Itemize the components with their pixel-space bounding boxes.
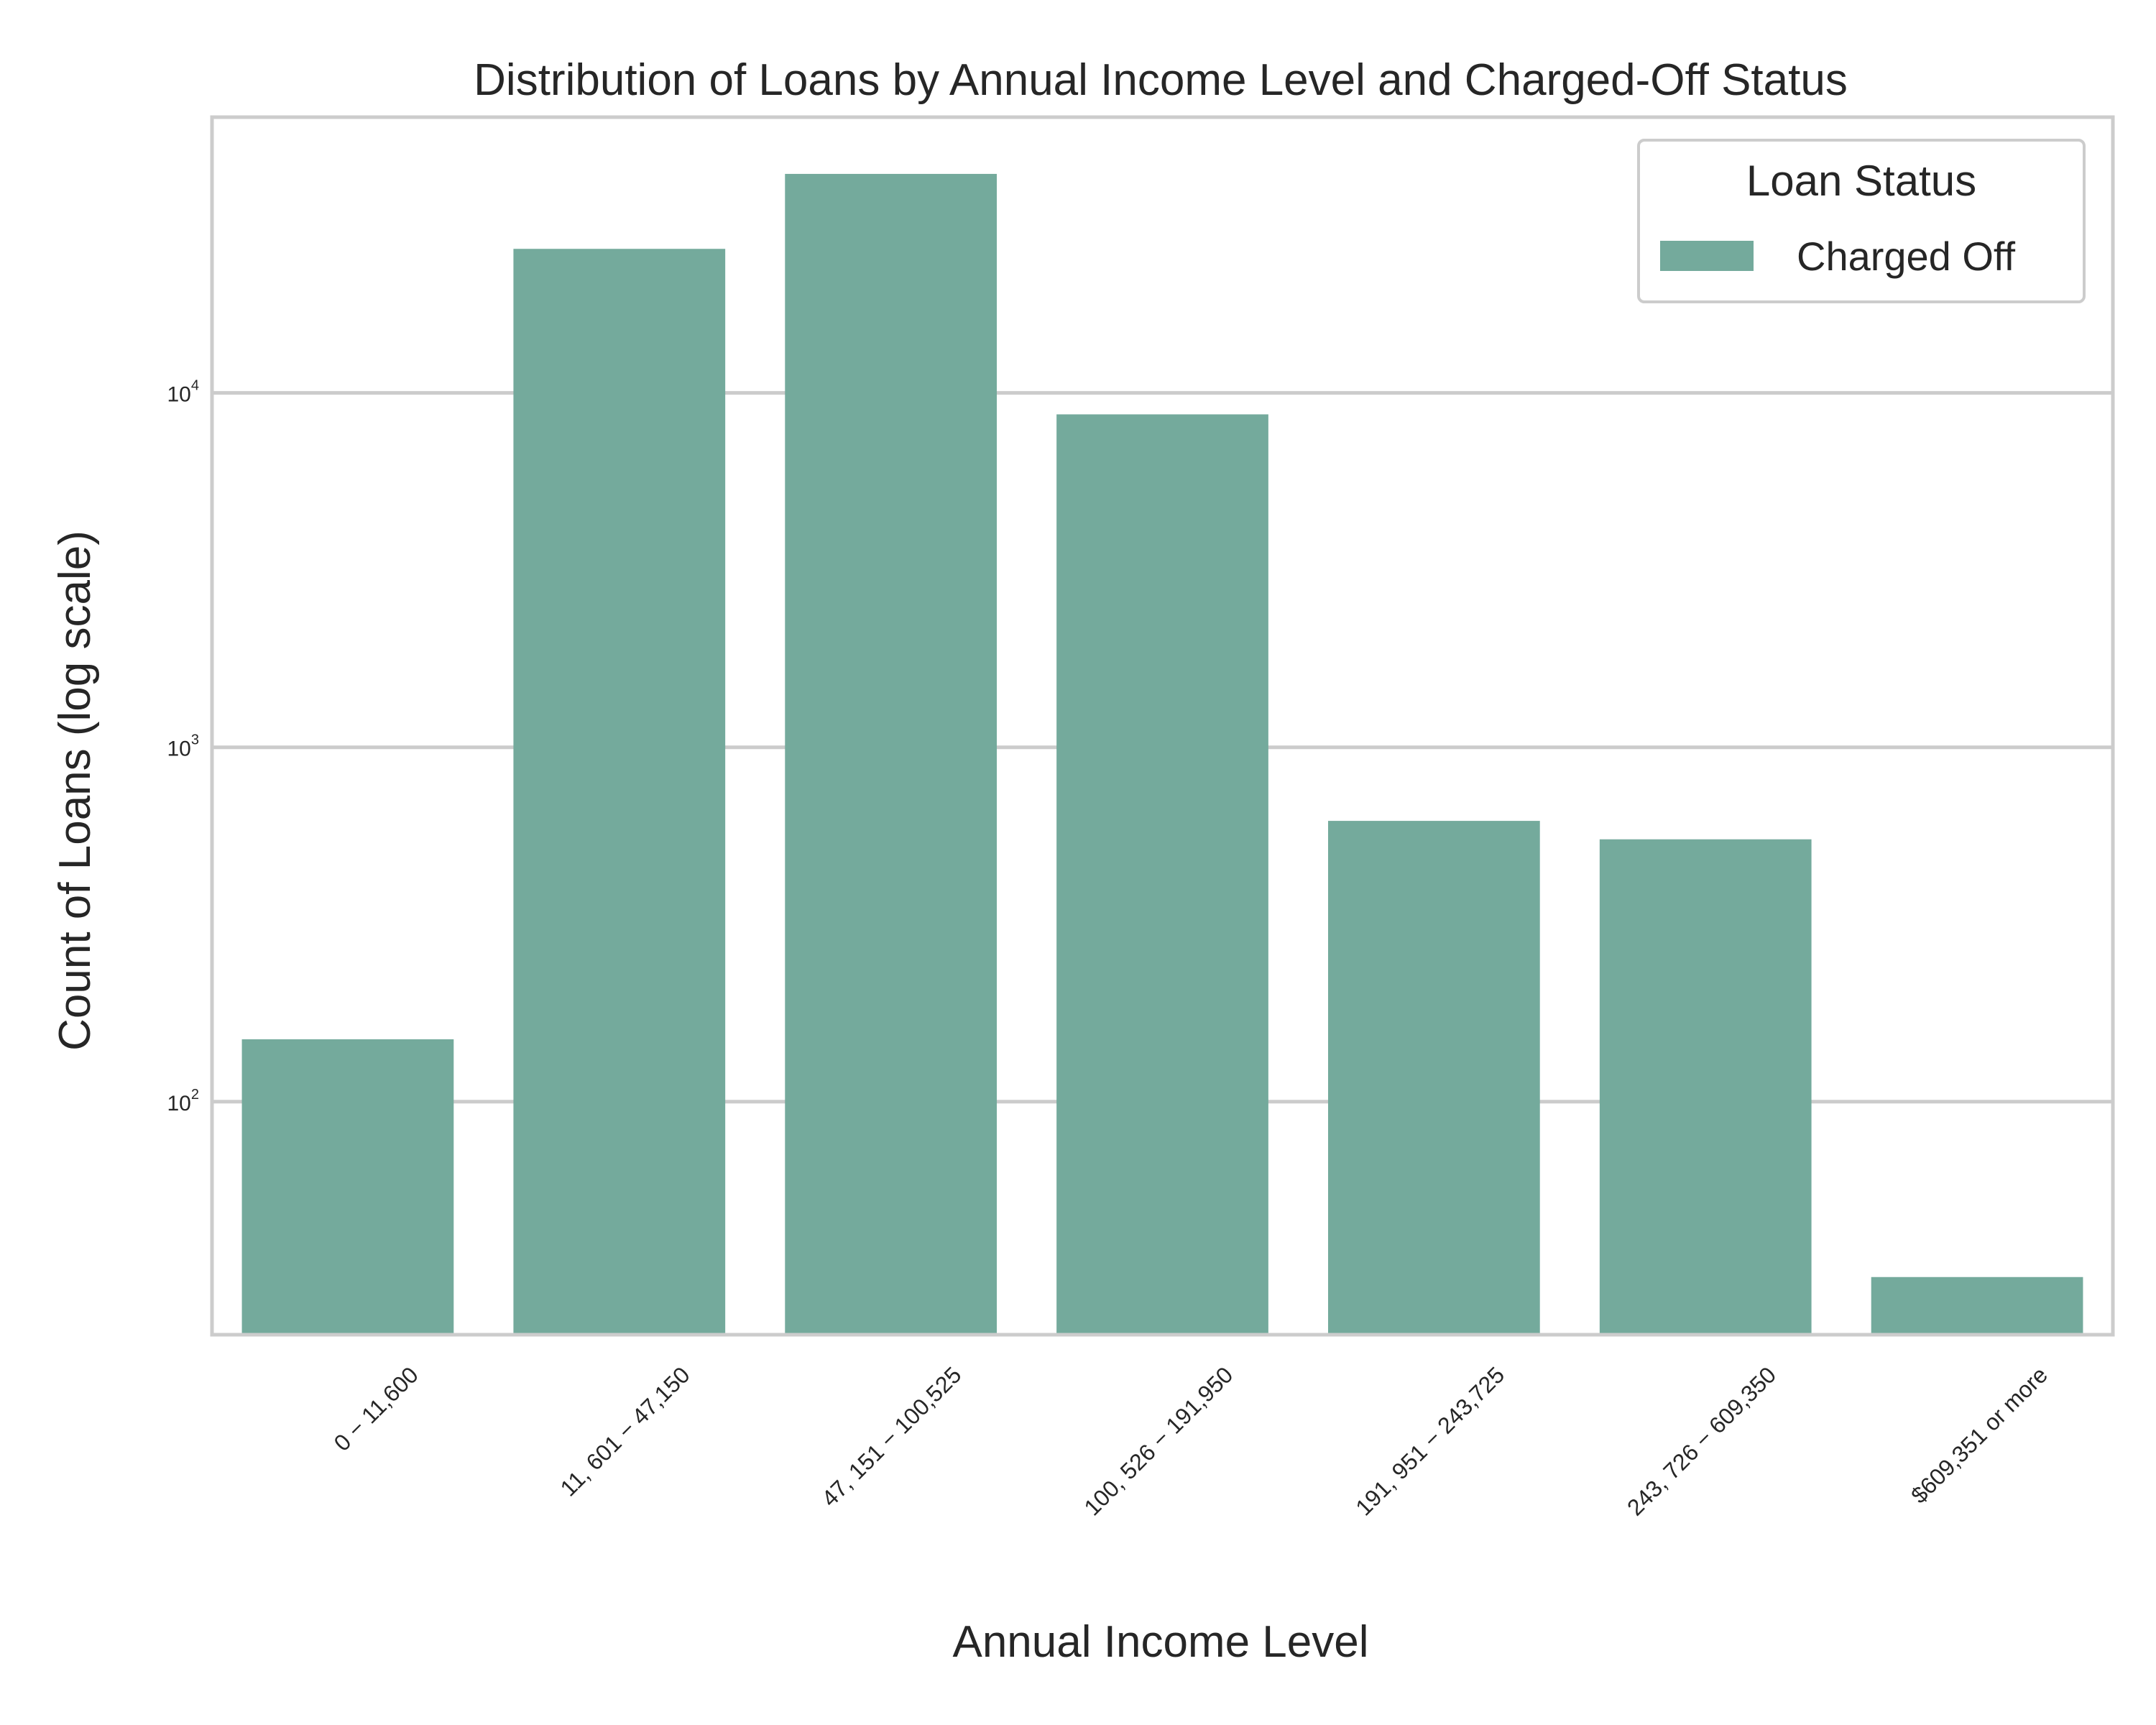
bar bbox=[1599, 839, 1812, 1335]
x-axis-label: Annual Income Level bbox=[952, 1617, 1368, 1667]
x-tick-labels: 0 − 11,600 11, 601 − 47,150 47, 151 − 100,… bbox=[329, 1361, 2053, 1520]
y-tick-label: 104 bbox=[167, 378, 200, 407]
bar bbox=[513, 249, 726, 1335]
plot-frame bbox=[210, 115, 2115, 1337]
x-tick-label: $609,351 or more bbox=[1906, 1361, 2053, 1508]
x-tick-label: 0 − 11,600 bbox=[329, 1361, 423, 1455]
bar bbox=[1056, 414, 1268, 1335]
legend-label: Charged Off bbox=[1797, 234, 2015, 279]
bar bbox=[1871, 1276, 2083, 1335]
x-tick-label: 191, 951 − 243,725 bbox=[1350, 1361, 1509, 1520]
legend: Loan Status Charged Off bbox=[1637, 139, 2086, 303]
bars bbox=[241, 173, 2083, 1335]
legend-swatch bbox=[1660, 241, 1754, 271]
y-tick-label: 102 bbox=[167, 1087, 200, 1116]
bar bbox=[241, 1039, 454, 1335]
x-tick-label: 11, 601 − 47,150 bbox=[555, 1361, 694, 1501]
bar bbox=[785, 173, 998, 1335]
y-tick-labels: 102 103 104 bbox=[167, 378, 200, 1116]
x-tick-label: 47, 151 − 100,525 bbox=[816, 1361, 967, 1512]
y-tick-label: 103 bbox=[167, 732, 200, 761]
y-axis-label: Count of Loans (log scale) bbox=[50, 530, 100, 1051]
chart-title: Distribution of Loans by Annual Income L… bbox=[474, 55, 1848, 105]
x-tick-label: 243, 726 − 609,350 bbox=[1622, 1361, 1781, 1520]
legend-title: Loan Status bbox=[1746, 157, 1976, 205]
x-tick-label: 100, 526 − 191,950 bbox=[1079, 1361, 1238, 1520]
bar bbox=[1327, 821, 1540, 1335]
